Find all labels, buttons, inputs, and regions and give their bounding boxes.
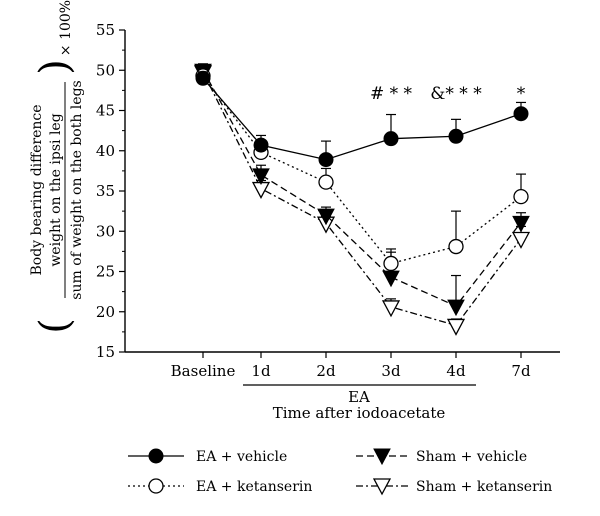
y-label-paren-left: ( xyxy=(32,318,78,334)
legend-marker-sham-ketanserin xyxy=(372,478,392,496)
y-tick-label: 30 xyxy=(96,222,115,240)
data-point xyxy=(513,106,529,122)
series-line xyxy=(202,77,522,161)
y-axis-label: Body bearing difference ( weight on the … xyxy=(29,0,85,334)
significance-annotation: # * * xyxy=(370,84,413,104)
y-label-paren-right: ) xyxy=(32,59,78,75)
y-tick-label: 40 xyxy=(96,142,115,160)
legend-marker-ea-vehicle xyxy=(148,448,164,464)
series-line xyxy=(202,69,522,307)
data-point xyxy=(252,168,270,185)
legend-label-sham-vehicle: Sham + vehicle xyxy=(416,449,527,465)
y-tick-label: 50 xyxy=(96,61,115,79)
annotations: # * * &* * * * xyxy=(370,84,526,104)
data-point xyxy=(448,238,464,255)
series-line xyxy=(202,71,522,327)
x-tick-label: 1d xyxy=(251,362,271,380)
data-point xyxy=(512,215,530,233)
data-point xyxy=(511,231,531,249)
data-point xyxy=(382,270,400,288)
y-tick-label: 45 xyxy=(96,102,115,120)
y-tick-label: 25 xyxy=(96,263,115,281)
y-tick-label: 15 xyxy=(96,343,115,361)
legend-label-ea-ketanserin: EA + ketanserin xyxy=(196,479,312,495)
y-label-top: Body bearing difference xyxy=(29,104,45,275)
data-point xyxy=(446,318,466,336)
x-tick-label: 2d xyxy=(316,362,336,380)
y-tick-label: 55 xyxy=(96,21,115,39)
x-tick-label: Baseline xyxy=(171,362,236,380)
legend-marker-sham-vehicle xyxy=(373,448,391,466)
legend-label-sham-ketanserin: Sham + ketanserin xyxy=(416,479,552,495)
data-point xyxy=(381,300,401,318)
x-tick-label: 3d xyxy=(381,362,401,380)
legend: EA + vehicle EA + ketanserin Sham + vehi… xyxy=(128,448,552,496)
series-group xyxy=(193,63,531,336)
x-axis-title: Time after iodoacetate xyxy=(273,404,446,422)
legend-item-sham-vehicle: Sham + vehicle xyxy=(356,448,527,466)
y-label-numerator: weight on the ipsi leg xyxy=(48,113,64,266)
y-tick-label: 20 xyxy=(96,303,115,321)
legend-label-ea-vehicle: EA + vehicle xyxy=(196,449,287,465)
data-point xyxy=(383,255,399,272)
y-tick-label: 35 xyxy=(96,182,115,200)
legend-item-ea-ketanserin: EA + ketanserin xyxy=(128,478,312,495)
data-point xyxy=(195,70,211,86)
data-point xyxy=(317,208,335,226)
data-point xyxy=(318,174,334,190)
legend-item-sham-ketanserin: Sham + ketanserin xyxy=(356,478,552,496)
x-tick-label: 4d xyxy=(446,362,466,380)
significance-annotation: &* * * xyxy=(430,84,482,104)
x-tick-label: 7d xyxy=(511,362,531,380)
data-point xyxy=(318,152,334,168)
data-point xyxy=(383,131,399,147)
data-point xyxy=(447,299,465,317)
significance-annotation: * xyxy=(517,84,526,104)
data-point xyxy=(448,128,464,144)
legend-marker-ea-ketanserin xyxy=(148,478,164,494)
data-point xyxy=(253,137,269,153)
y-label-multiplier: × 100% xyxy=(58,0,74,56)
data-point xyxy=(513,188,529,205)
series-line xyxy=(202,75,522,265)
y-label-denominator: sum of weight on the both legs xyxy=(69,80,85,299)
legend-item-ea-vehicle: EA + vehicle xyxy=(128,448,287,465)
series-sham-ketanserin xyxy=(193,64,531,336)
axes: 15 20 25 30 35 40 45 50 55 Baseline 1d 2d 3d 4d 7d xyxy=(96,21,560,380)
ea-bracket-label: EA xyxy=(348,388,370,406)
series-ea-vehicle xyxy=(195,70,529,168)
